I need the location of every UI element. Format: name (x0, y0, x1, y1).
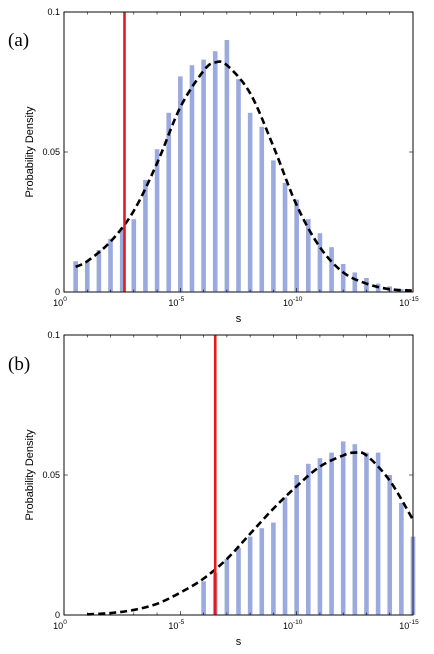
x-tick-label: 100 (53, 619, 67, 631)
x-axis-label: s (236, 313, 242, 325)
histogram-bar (212, 51, 218, 293)
histogram-bar (247, 112, 253, 292)
histogram-bar (271, 160, 276, 292)
histogram-bar (329, 247, 334, 292)
x-tick-label: 10-5 (168, 296, 184, 308)
fit-curve (75, 60, 414, 292)
x-tick-label: 10-15 (399, 296, 419, 308)
histogram-bar (306, 219, 311, 292)
y-tick-label: 0.05 (42, 470, 60, 480)
histogram-bar (282, 182, 288, 292)
histogram-bar (166, 112, 171, 292)
panel-label: (a) (8, 30, 29, 51)
histogram-bar (73, 261, 78, 292)
histogram-bar (259, 528, 265, 615)
histogram-bar (131, 219, 137, 292)
histogram-bar (329, 452, 334, 615)
histogram-bar (375, 452, 381, 615)
histogram-bar (340, 441, 346, 615)
y-tick-label: 0.05 (42, 147, 60, 157)
histogram-bar (224, 559, 230, 615)
histogram-bar (119, 227, 125, 292)
histogram-bar (236, 547, 241, 615)
histogram-bar (224, 40, 230, 292)
histogram-bar (352, 272, 358, 292)
histogram-bar (247, 536, 253, 615)
panel-label: (b) (8, 354, 30, 375)
y-tick-label: 0 (55, 287, 60, 297)
x-tick-label: 10-10 (283, 619, 303, 631)
histogram-bar (259, 126, 265, 292)
histogram-bar (317, 233, 323, 292)
x-tick-label: 10-5 (168, 619, 184, 631)
histogram-bar (340, 264, 346, 292)
histogram-bar (271, 522, 276, 615)
fit-curve (87, 450, 415, 616)
histogram-bar (282, 497, 288, 615)
chart-panel-1: 100 10-5 10-10 10-15 0 0.05 0.1 s Probability De… (8, 7, 419, 325)
histogram-bar (201, 581, 206, 615)
y-axis-label: Probability Density (24, 429, 36, 521)
histogram-bar (108, 238, 113, 292)
histogram-bar (399, 503, 404, 615)
histogram-bar (96, 250, 102, 292)
y-tick-label: 0.1 (47, 7, 60, 17)
chart-panel-2: 100 10-5 10-10 10-15 0 0.05 0.1 s Probability De… (8, 330, 419, 648)
x-tick-label: 10-10 (283, 296, 303, 308)
histogram-bar (236, 79, 241, 292)
y-axis-label: Probability Density (24, 106, 36, 198)
histogram-bar (143, 180, 148, 292)
x-tick-label: 100 (53, 296, 67, 308)
y-tick-label: 0 (55, 610, 60, 620)
histogram-bar (201, 59, 206, 292)
histogram-bar (294, 475, 299, 615)
histogram-bar (178, 76, 183, 293)
histogram-bar (294, 199, 299, 292)
histogram-bar (317, 458, 323, 615)
y-tick-label: 0.1 (47, 330, 60, 340)
histogram-bar (352, 444, 358, 615)
histogram-bar (189, 65, 195, 292)
histogram-bar (84, 261, 90, 292)
histogram-bar (364, 452, 369, 615)
x-axis-label: s (236, 636, 242, 648)
histogram-bar (387, 475, 393, 615)
histogram-bar (399, 289, 404, 292)
histogram-bar (154, 149, 160, 292)
x-tick-label: 10-15 (399, 619, 419, 631)
histogram-bar (306, 463, 311, 615)
histogram-bar (364, 278, 369, 292)
